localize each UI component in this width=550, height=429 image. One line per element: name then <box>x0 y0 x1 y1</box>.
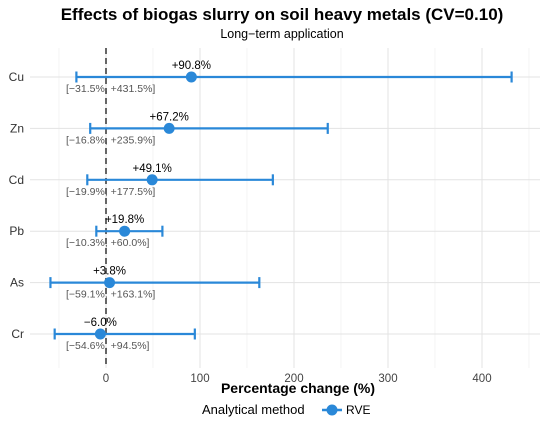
y-tick-label: As <box>10 276 24 290</box>
y-tick-layer: Cu Zn Cd Pb As Cr <box>9 70 25 341</box>
ci-label: [−59.1%, +163.1%] <box>66 289 155 301</box>
value-label: +90.8% <box>172 60 211 72</box>
y-tick-label: Cd <box>9 173 24 187</box>
ci-label: [−10.3%, +60.0%] <box>66 237 150 249</box>
value-label: +19.8% <box>105 214 144 226</box>
point-estimate <box>94 328 106 340</box>
x-tick-label: 200 <box>284 373 303 385</box>
y-tick-label: Zn <box>10 121 24 135</box>
value-label: +49.1% <box>132 163 171 175</box>
point-estimate <box>146 174 158 186</box>
value-label: +3.8% <box>93 266 126 278</box>
row-cr <box>53 328 196 340</box>
chart-title: Effects of biogas slurry on soil heavy m… <box>61 5 504 24</box>
value-label: +67.2% <box>150 111 189 123</box>
point-estimate <box>163 122 175 134</box>
x-axis-label: Percentage change (%) <box>221 380 375 396</box>
y-tick-label: Pb <box>9 224 24 238</box>
ci-label: [−54.6%, +94.5%] <box>66 340 150 352</box>
legend-item-label: RVE <box>346 403 370 417</box>
ci-label: [−31.5%, +431.5%] <box>66 83 155 95</box>
y-tick-label: Cu <box>9 70 24 84</box>
row-cd <box>86 174 274 186</box>
x-tick-layer: 0 100 200 300 400 <box>103 373 492 385</box>
label-layer: +90.8% [−31.5%, +431.5%] +67.2% [−16.8%, +2… <box>66 60 211 352</box>
legend-title: Analytical method <box>202 402 305 417</box>
point-estimate <box>119 225 131 237</box>
legend-marker <box>326 404 338 416</box>
value-label: −6.0% <box>84 317 117 329</box>
y-tick-label: Cr <box>11 327 24 341</box>
point-estimate <box>185 71 197 83</box>
x-tick-label: 0 <box>103 373 109 385</box>
legend: Analytical method RVE <box>202 402 370 417</box>
ci-label: [−16.8%, +235.9%] <box>66 134 155 146</box>
x-tick-label: 300 <box>378 373 397 385</box>
x-tick-label: 400 <box>472 373 491 385</box>
point-estimate <box>104 277 116 289</box>
row-cu <box>75 71 513 83</box>
chart-subtitle: Long−term application <box>220 27 343 41</box>
error-bar-layer <box>49 71 513 340</box>
x-tick-label: 100 <box>190 373 209 385</box>
row-pb <box>95 225 164 237</box>
ci-label: [−19.9%, +177.5%] <box>66 186 155 198</box>
row-as <box>49 277 261 289</box>
row-zn <box>89 122 329 134</box>
